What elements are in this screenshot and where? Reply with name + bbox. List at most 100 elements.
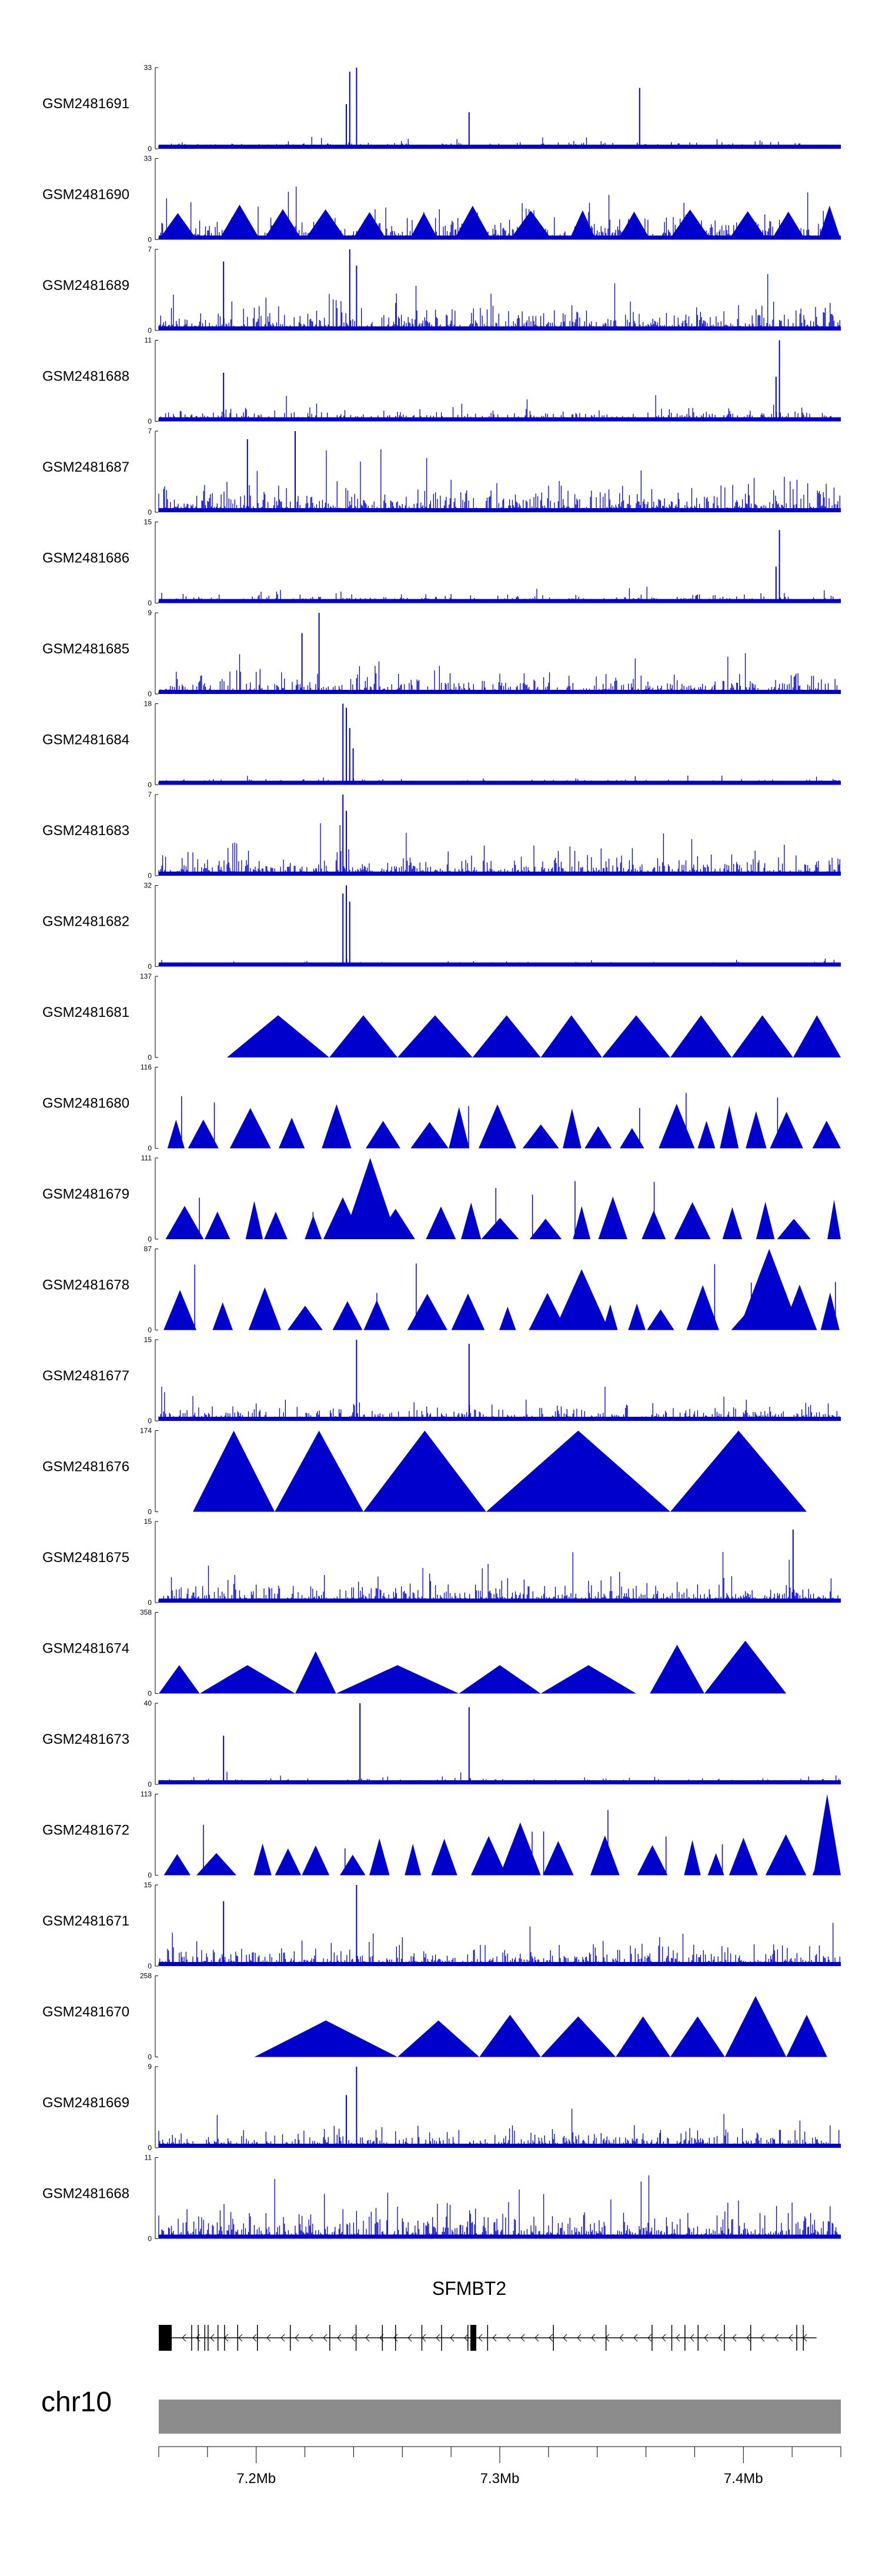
signal-triangle bbox=[522, 1124, 559, 1149]
track-GSM2481676: GSM2481676 174 0 bbox=[42, 1427, 807, 1516]
y-axis-min-label: 0 bbox=[148, 1417, 152, 1425]
signal-bars bbox=[158, 2108, 840, 2148]
track-GSM2481674: GSM2481674 358 0 bbox=[42, 1609, 787, 1698]
signal-triangle bbox=[229, 1108, 271, 1149]
y-axis-min-label: 0 bbox=[148, 2053, 152, 2061]
y-axis-min-label: 0 bbox=[148, 872, 152, 880]
strand-arrow bbox=[633, 2334, 638, 2342]
signal-baseline bbox=[159, 417, 841, 422]
signal-triangle bbox=[205, 1211, 230, 1239]
signal-triangle bbox=[529, 1219, 562, 1239]
signal-bars bbox=[158, 274, 840, 331]
y-axis-max-label: 7 bbox=[148, 790, 152, 799]
track-label: GSM2481671 bbox=[42, 1913, 129, 1929]
track-GSM2481686: GSM2481686 15 0 bbox=[42, 518, 841, 608]
strand-arrow bbox=[549, 2334, 553, 2342]
signal-triangle bbox=[827, 1199, 841, 1239]
signal-bars bbox=[158, 1386, 840, 1421]
genome-axis: 7.2Mb 7.3Mb 7.4Mb bbox=[158, 2446, 841, 2487]
signal-GSM2481673 bbox=[158, 1703, 841, 1784]
track-label: GSM2481685 bbox=[42, 641, 129, 657]
signal-triangle bbox=[167, 1119, 185, 1149]
strand-arrow bbox=[266, 2334, 271, 2342]
track-label: GSM2481684 bbox=[42, 732, 129, 748]
track-label: GSM2481683 bbox=[42, 823, 129, 839]
signal-triangle bbox=[275, 1430, 363, 1512]
track-label: GSM2481676 bbox=[42, 1459, 129, 1475]
signal-triangle bbox=[729, 1837, 758, 1876]
signal-GSM2481684 bbox=[158, 703, 841, 785]
gene-exon bbox=[470, 2325, 476, 2351]
signal-triangle bbox=[352, 212, 387, 240]
track-label: GSM2481682 bbox=[42, 914, 129, 930]
signal-triangle bbox=[820, 1292, 840, 1330]
signal-triangle bbox=[449, 1107, 470, 1149]
track-label: GSM2481673 bbox=[42, 1731, 129, 1747]
signal-triangle bbox=[529, 1293, 566, 1330]
strand-arrow bbox=[774, 2334, 779, 2342]
gene-name-label: SFMBT2 bbox=[432, 2278, 506, 2299]
track-label: GSM2481691 bbox=[42, 96, 129, 112]
signal-triangle bbox=[193, 1430, 275, 1512]
signal-triangle bbox=[647, 1309, 674, 1330]
signal-triangle bbox=[253, 1843, 272, 1876]
track-label: GSM2481680 bbox=[42, 1096, 129, 1112]
signal-triangle bbox=[500, 1822, 541, 1876]
signal-GSM2481679 bbox=[165, 1158, 841, 1239]
signal-baseline bbox=[159, 235, 841, 240]
signal-GSM2481688 bbox=[158, 340, 841, 422]
track-GSM2481677: GSM2481677 15 0 bbox=[42, 1336, 841, 1425]
strand-arrow bbox=[506, 2334, 511, 2342]
strand-arrow bbox=[520, 2334, 525, 2342]
y-axis-max-label: 9 bbox=[148, 609, 152, 617]
signal-triangle bbox=[397, 2020, 480, 2057]
signal-triangle bbox=[322, 1104, 352, 1149]
y-axis-max-label: 40 bbox=[144, 1699, 152, 1707]
signal-triangle bbox=[410, 1122, 449, 1149]
signal-triangle bbox=[196, 1853, 237, 1876]
signal-triangle bbox=[459, 1665, 541, 1694]
signal-triangle bbox=[159, 1665, 200, 1694]
signal-triangle bbox=[704, 1640, 787, 1694]
track-label: GSM2481678 bbox=[42, 1277, 129, 1293]
track-label: GSM2481686 bbox=[42, 550, 129, 566]
signal-triangle bbox=[746, 1111, 767, 1149]
signal-triangle bbox=[478, 1104, 517, 1149]
signal-baseline bbox=[159, 690, 841, 694]
signal-baseline bbox=[159, 2234, 841, 2239]
strand-arrow bbox=[690, 2334, 694, 2342]
ideogram-track: chr10 bbox=[41, 2387, 841, 2434]
track-panel: GSM2481691330GSM2481690330GSM248168970GS… bbox=[42, 64, 841, 2243]
y-axis-max-label: 18 bbox=[144, 700, 152, 708]
signal-triangle bbox=[332, 1301, 363, 1330]
signal-GSM2481681 bbox=[227, 1015, 841, 1057]
track-GSM2481679: GSM2481679 111 0 bbox=[42, 1154, 841, 1243]
y-axis-max-label: 15 bbox=[144, 518, 152, 526]
strand-arrow bbox=[577, 2334, 582, 2342]
y-axis-max-label: 7 bbox=[148, 427, 152, 435]
signal-GSM2481686 bbox=[158, 530, 841, 603]
signal-triangle bbox=[697, 1120, 716, 1149]
signal-triangle bbox=[756, 1202, 775, 1239]
y-axis-min-label: 0 bbox=[148, 1508, 152, 1516]
track-GSM2481672: GSM2481672 113 0 bbox=[42, 1790, 841, 1880]
signal-triangle bbox=[409, 212, 439, 240]
y-axis-min-label: 0 bbox=[148, 1962, 152, 1970]
track-GSM2481687: GSM2481687 7 0 bbox=[42, 427, 841, 516]
signal-triangle bbox=[812, 1120, 841, 1149]
strand-arrow bbox=[746, 2334, 751, 2342]
y-axis-max-label: 113 bbox=[141, 1790, 152, 1798]
signal-baseline bbox=[159, 1417, 841, 1421]
signal-triangle bbox=[426, 1206, 456, 1239]
signal-triangle bbox=[163, 1854, 191, 1876]
y-axis-min-label: 0 bbox=[148, 1871, 152, 1880]
y-axis-min-label: 0 bbox=[148, 1690, 152, 1698]
signal-GSM2481682 bbox=[158, 885, 841, 967]
y-axis-max-label: 15 bbox=[144, 1881, 152, 1889]
strand-arrow bbox=[563, 2334, 567, 2342]
strand-arrow bbox=[803, 2334, 807, 2342]
strand-arrow bbox=[422, 2334, 426, 2342]
strand-arrow bbox=[252, 2334, 257, 2342]
strand-arrow bbox=[351, 2334, 356, 2342]
